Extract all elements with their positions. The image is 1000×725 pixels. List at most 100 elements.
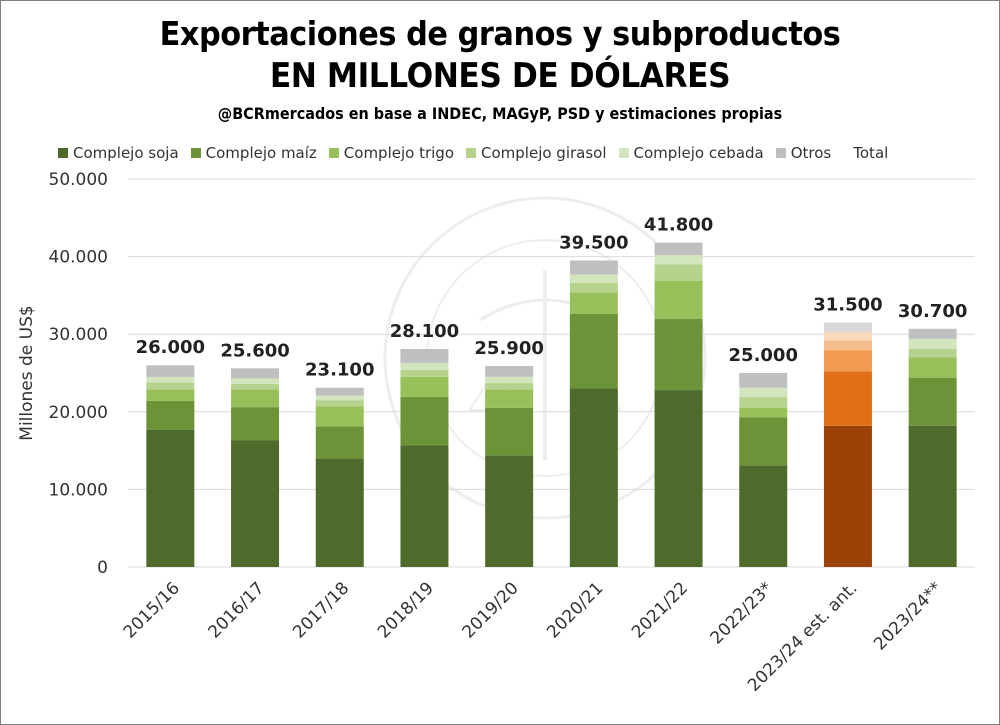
bar-segment-maiz [654,318,703,391]
legend-label-maiz: Complejo maíz [205,144,317,162]
chart-legend: Complejo soja Complejo maíz Complejo tri… [58,144,900,162]
bar-segment-trigo [146,389,195,401]
legend-label-soja: Complejo soja [73,144,179,162]
bar-segment-cebada [569,274,618,283]
legend-label-otros: Otros [790,144,832,162]
legend-label-total: Total [853,144,889,162]
bar-segment-cebada [231,378,280,384]
total-label: 28.100 [390,321,459,342]
total-label: 31.500 [813,295,882,316]
bars [146,242,957,567]
bar-segment-trigo [400,376,449,398]
bar-segment-otros [485,366,534,377]
total-labels: 26.000 25.600 23.100 28.100 25.900 39.500 41.8… [136,215,968,381]
bar-segment-girasol [739,397,788,408]
bar-segment-otros [315,387,364,396]
bar-segment-cebada [485,376,534,384]
bar-segment-otros [654,242,703,256]
legend-label-trigo: Complejo trigo [343,144,455,162]
bar-segment-soja [146,429,195,567]
bar-segment-otros [739,373,788,388]
bar-segment-maiz [315,426,364,459]
legend-item-total: Total [843,144,888,162]
bar-segment-maiz [823,371,872,426]
bar-segment-maiz [146,400,195,430]
legend-item-maiz: Complejo maíz [190,144,317,162]
bar-segment-soja [823,425,872,567]
legend-swatch-girasol [466,148,477,158]
bar-segment-soja [739,465,788,567]
x-tick-label: 2015/16 [120,578,184,642]
legend-item-otros: Otros [775,144,832,162]
x-axis: 2015/16 2016/17 2017/18 2018/19 2019/20 2020/… [120,578,946,695]
bar-segment-otros [400,348,449,363]
bar-segment-soja [908,425,957,567]
y-tick-label: 30.000 [49,325,108,345]
bar-segment-cebada [739,387,788,398]
bar-segment-girasol [231,383,280,390]
bar-segment-soja [654,390,703,567]
y-tick-label: 40.000 [49,248,108,268]
bar-segment-cebada [908,338,957,349]
bar-segment-girasol [569,282,618,293]
legend-swatch-cebada [618,148,629,158]
bar-segment-otros [908,328,957,339]
x-tick-label: 2019/20 [459,578,523,642]
bar-segment-trigo [485,389,534,408]
x-tick-label: 2017/18 [289,578,353,642]
bar-segment-girasol [146,382,195,390]
bar-segment-girasol [823,340,872,351]
total-label: 25.900 [474,338,543,359]
legend-item-soja: Complejo soja [58,144,179,162]
bar-segment-maiz [485,407,534,456]
bar-segment-soja [231,440,280,567]
total-label: 23.100 [305,360,374,381]
bar-segment-maiz [400,397,449,446]
y-tick-label: 10.000 [49,480,108,500]
y-tick-label: 50.000 [49,170,108,190]
bar-segment-maiz [739,417,788,466]
bar-segment-maiz [231,407,280,441]
bar-segment-trigo [823,350,872,372]
bar-segment-girasol [485,383,534,390]
bar-segment-cebada [146,376,195,383]
x-tick-label: 2016/17 [205,578,269,642]
bar-segment-trigo [231,389,280,408]
chart-subtitle: EN MILLONES DE DÓLARES [269,56,731,96]
legend-swatch-maiz [190,148,201,158]
legend-swatch-otros [775,148,786,158]
bar-segment-girasol [315,400,364,407]
y-axis-label: Millones de US$ [17,305,37,440]
bar-segment-trigo [654,280,703,319]
bar-segment-otros [569,260,618,275]
legend-item-girasol: Complejo girasol [466,144,607,162]
bar-segment-soja [569,388,618,567]
x-tick-label: 2018/19 [374,578,438,642]
bar-segment-soja [315,458,364,567]
bar-segment-girasol [908,348,957,358]
legend-label-girasol: Complejo girasol [481,144,607,162]
bar-segment-cebada [823,331,872,341]
legend-item-trigo: Complejo trigo [328,144,455,162]
bar-segment-maiz [569,314,618,389]
total-label: 26.000 [136,337,205,358]
bar-segment-trigo [908,357,957,378]
bar-segment-otros [146,365,195,377]
total-label: 41.800 [644,215,713,236]
bar-segment-girasol [654,264,703,281]
legend-swatch-soja [58,148,68,158]
y-axis: 0 10.000 20.000 30.000 40.000 50.000 [49,170,108,578]
total-label: 30.700 [898,301,967,322]
bar-segment-soja [485,455,534,567]
legend-item-cebada: Complejo cebada [618,144,764,162]
legend-label-cebada: Complejo cebada [633,144,764,162]
total-label: 25.600 [220,340,289,361]
x-tick-label: 2023/24** [870,578,946,654]
bar-segment-maiz [908,377,957,426]
bar-segment-girasol [400,369,449,377]
total-label: 39.500 [559,232,628,253]
total-label: 25.000 [729,345,798,366]
bar-segment-cebada [654,255,703,265]
bar-segment-trigo [315,406,364,427]
